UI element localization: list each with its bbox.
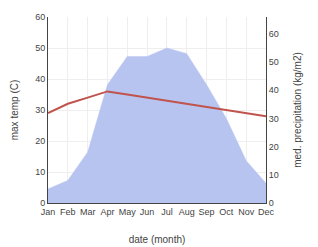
svg-text:Jul: Jul: [161, 207, 173, 217]
svg-text:10: 10: [35, 167, 45, 177]
svg-text:50: 50: [35, 43, 45, 53]
svg-text:Nov: Nov: [238, 207, 255, 217]
svg-text:Jan: Jan: [41, 207, 56, 217]
svg-text:30: 30: [35, 105, 45, 115]
svg-text:0: 0: [269, 198, 274, 208]
svg-text:May: May: [119, 207, 137, 217]
svg-text:Sep: Sep: [199, 207, 215, 217]
svg-text:med. precipitation (kg/m2): med. precipitation (kg/m2): [292, 52, 303, 168]
svg-text:40: 40: [269, 85, 279, 95]
svg-text:60: 60: [269, 29, 279, 39]
svg-text:Feb: Feb: [60, 207, 76, 217]
svg-text:30: 30: [269, 114, 279, 124]
svg-text:20: 20: [35, 136, 45, 146]
svg-text:10: 10: [269, 170, 279, 180]
svg-text:date (month): date (month): [129, 234, 186, 245]
svg-text:Aug: Aug: [179, 207, 195, 217]
svg-text:Apr: Apr: [100, 207, 114, 217]
svg-text:Mar: Mar: [80, 207, 96, 217]
svg-text:50: 50: [269, 57, 279, 67]
svg-text:0: 0: [40, 198, 45, 208]
svg-text:Jun: Jun: [140, 207, 155, 217]
svg-text:Oct: Oct: [219, 207, 234, 217]
svg-text:60: 60: [35, 12, 45, 22]
svg-text:20: 20: [269, 142, 279, 152]
svg-text:40: 40: [35, 74, 45, 84]
svg-text:max temp (C): max temp (C): [9, 80, 20, 141]
svg-text:Dec: Dec: [258, 207, 275, 217]
